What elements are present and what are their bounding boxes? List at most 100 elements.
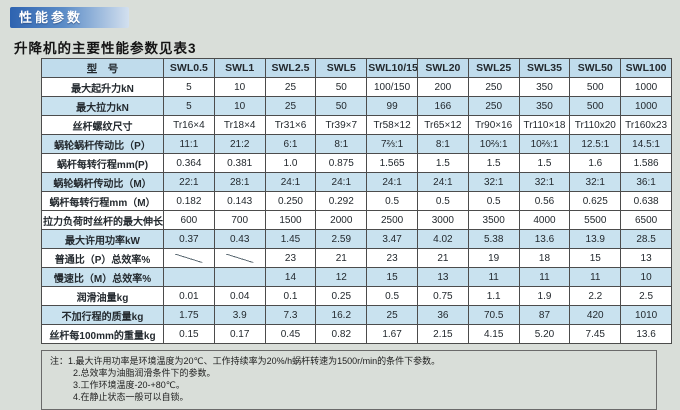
cell-value: 32:1 xyxy=(569,172,622,192)
cell-value: 1.67 xyxy=(366,324,418,344)
row-label: 最大起升力kN xyxy=(41,77,164,97)
cell-value: 36:1 xyxy=(620,172,672,192)
cell-value: 166 xyxy=(416,96,469,116)
row-label: 蜗杆每转行程mm(P) xyxy=(41,153,164,173)
no-data-slash xyxy=(163,248,215,268)
note-text: 2.总效率为油脂润滑条件下的参数。 xyxy=(73,368,216,379)
cell-value: 13 xyxy=(416,267,469,287)
cell-value: 0.15 xyxy=(163,324,215,344)
cell-value: 0.182 xyxy=(163,191,215,211)
column-header-model: 型 号 xyxy=(41,58,164,78)
row-label: 蜗轮蜗杆传动比（P） xyxy=(41,134,164,154)
cell-value: 15 xyxy=(569,248,622,268)
cell-value: 0.82 xyxy=(315,324,368,344)
column-header: SWL35 xyxy=(518,58,571,78)
column-header: SWL2.5 xyxy=(264,58,317,78)
cell-value: 0.25 xyxy=(315,286,368,306)
note-line: 4.在静止状态一般可以自锁。 xyxy=(50,391,648,403)
table-row: 最大许用功率kW 0.37 0.43 1.45 2.59 3.47 4.02 5.38 13.6… xyxy=(41,229,672,249)
table-header-row: 型 号 SWL0.5 SWL1 SWL2.5 SWL5 SWL10/15 SWL20 SWL2… xyxy=(41,58,672,78)
page-title: 升降机的主要性能参数见表3 xyxy=(14,41,197,56)
cell-value: 3500 xyxy=(467,210,520,230)
cell-value: 13.6 xyxy=(620,324,672,344)
cell-value: 2500 xyxy=(366,210,418,230)
column-header: SWL50 xyxy=(569,58,622,78)
cell-value: 600 xyxy=(163,210,215,230)
cell-value: 3000 xyxy=(416,210,469,230)
cell-value: 14 xyxy=(264,267,317,287)
cell-value: 70.5 xyxy=(467,305,520,325)
cell-value: 2.2 xyxy=(569,286,622,306)
cell-value: 250 xyxy=(467,77,520,97)
cell-value: 1000 xyxy=(620,96,672,116)
cell-value: 7⅔:1 xyxy=(366,134,418,154)
cell-value: Tr90×16 xyxy=(467,115,520,135)
cell-value: 19 xyxy=(467,248,520,268)
cell-value: 0.45 xyxy=(264,324,317,344)
cell-value: 18 xyxy=(518,248,571,268)
cell-value: 0.04 xyxy=(213,286,266,306)
cell-value: 0.17 xyxy=(213,324,266,344)
cell-value: 2.15 xyxy=(416,324,469,344)
row-label: 蜗轮蜗杆传动比（M） xyxy=(41,172,164,192)
cell-value: Tr160x23 xyxy=(620,115,672,135)
cell-value: 1.9 xyxy=(518,286,571,306)
column-header: SWL25 xyxy=(467,58,520,78)
cell-value: Tr110x20 xyxy=(569,115,622,135)
cell-value: 16.2 xyxy=(315,305,368,325)
cell-value: 5.38 xyxy=(467,229,520,249)
cell-value: 28:1 xyxy=(213,172,266,192)
cell-value: 5500 xyxy=(569,210,622,230)
table-row: 拉力负荷时丝杆的最大伸长mm60070015002000250030003500… xyxy=(41,210,672,230)
cell-value: 7.45 xyxy=(569,324,622,344)
cell-value: 23 xyxy=(264,248,317,268)
cell-value: 13.6 xyxy=(518,229,571,249)
cell-value: 1.586 xyxy=(620,153,672,173)
cell-value: 5.20 xyxy=(518,324,571,344)
cell-value: 1.6 xyxy=(569,153,622,173)
parameters-table: 型 号 SWL0.5 SWL1 SWL2.5 SWL5 SWL10/15 SWL20 SWL2… xyxy=(41,58,672,344)
cell-value: 0.5 xyxy=(366,286,418,306)
cell-value: 1.5 xyxy=(467,153,520,173)
table-row: 丝杆螺纹尺寸 Tr16×4 Tr18×4 Tr31×6 Tr39×7 Tr58×12 Tr6… xyxy=(41,115,672,135)
cell-value: 0.143 xyxy=(213,191,266,211)
cell-value: 36 xyxy=(416,305,469,325)
cell-value: 11:1 xyxy=(163,134,215,154)
cell-value: 24:1 xyxy=(366,172,418,192)
cell-value: 6:1 xyxy=(264,134,317,154)
cell-value: 0.638 xyxy=(620,191,672,211)
cell-value: 2000 xyxy=(315,210,368,230)
cell-value: 1.5 xyxy=(416,153,469,173)
cell-value: 14.5:1 xyxy=(620,134,672,154)
table-row: 普通比（P）总效率% 23 21 23 21 19 18 15 13 xyxy=(41,248,672,268)
table-row: 不加行程的质量kg 1.75 3.9 7.3 16.2 25 36 70.5 87 420 1010 xyxy=(41,305,672,325)
row-label: 普通比（P）总效率% xyxy=(41,248,164,268)
cell-value: 24:1 xyxy=(264,172,317,192)
note-line: 3.工作环境温度-20-+80℃。 xyxy=(50,379,648,391)
table-row: 蜗杆每转行程mm(P) 0.364 0.381 1.0 0.875 1.565 1.5 1.5… xyxy=(41,153,672,173)
table-row: 最大起升力kN 5 10 25 50 100/150 200 250 350 500 1000 xyxy=(41,77,672,97)
column-header: SWL5 xyxy=(315,58,368,78)
row-label: 最大许用功率kW xyxy=(41,229,164,249)
cell-value: 11 xyxy=(518,267,571,287)
cell-value: 0.250 xyxy=(264,191,317,211)
cell-value: 2.5 xyxy=(620,286,672,306)
notes-box: 注：1.最大许用功率是环境温度为20℃、工作持续率为20%/h蜗杆转速为1500… xyxy=(41,350,657,410)
cell-value: 700 xyxy=(213,210,266,230)
row-label: 润滑油量kg xyxy=(41,286,164,306)
column-header: SWL0.5 xyxy=(163,58,215,78)
cell-value: 8:1 xyxy=(416,134,469,154)
cell-value: Tr65×12 xyxy=(416,115,469,135)
cell-value: 0.364 xyxy=(163,153,215,173)
row-label: 慢速比（M）总效率% xyxy=(41,267,164,287)
table-row: 蜗轮蜗杆传动比（M） 22:1 28:1 24:1 24:1 24:1 24:1 32:1 32… xyxy=(41,172,672,192)
cell-value: 32:1 xyxy=(518,172,571,192)
row-label: 丝杆每100mm的重量kg xyxy=(41,324,164,344)
row-label: 蜗杆每转行程mm（M） xyxy=(41,191,164,211)
cell-value: 500 xyxy=(569,96,622,116)
cell-value: 25 xyxy=(264,77,317,97)
cell-value: 24:1 xyxy=(315,172,368,192)
cell-value: 10 xyxy=(620,267,672,287)
table-row: 蜗杆每转行程mm（M） 0.182 0.143 0.250 0.292 0.5 0.5 0.5… xyxy=(41,191,672,211)
cell-value: 12.5:1 xyxy=(569,134,622,154)
